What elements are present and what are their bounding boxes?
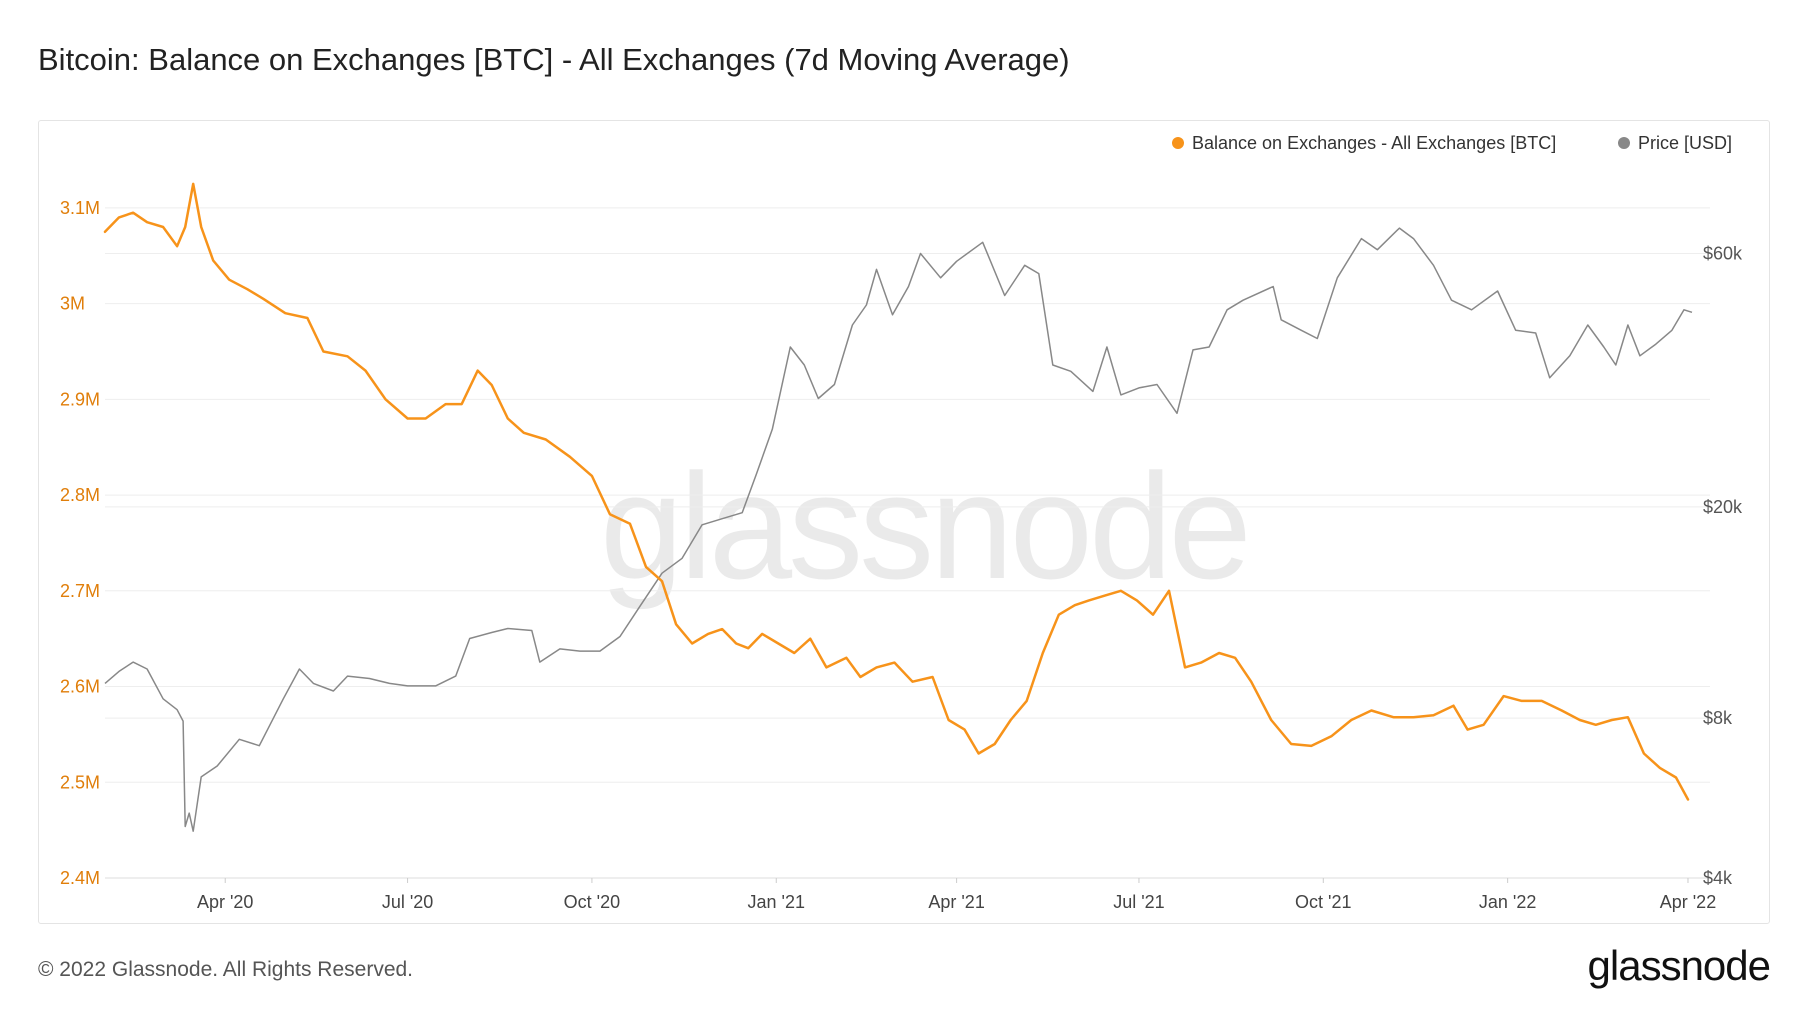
legend-marker-price xyxy=(1618,137,1630,149)
legend-label-price: Price [USD] xyxy=(1638,133,1732,153)
y-left-tick-label: 2.5M xyxy=(60,772,100,792)
balance-series-line xyxy=(103,182,1690,801)
y-right-tick-label: $8k xyxy=(1703,708,1733,728)
x-tick-label: Jan '22 xyxy=(1479,892,1536,912)
y-left-tick-label: 3.1M xyxy=(60,198,100,218)
y-left-tick-label: 2.4M xyxy=(60,868,100,888)
x-tick-label: Apr '20 xyxy=(197,892,253,912)
x-tick-label: Jan '21 xyxy=(748,892,805,912)
y-left-tick-label: 2.8M xyxy=(60,485,100,505)
x-tick-label: Apr '22 xyxy=(1660,892,1716,912)
price-series-line xyxy=(104,227,1693,832)
y-right-tick-label: $60k xyxy=(1703,244,1743,264)
y-right-tick-label: $4k xyxy=(1703,868,1733,888)
y-left-tick-label: 2.7M xyxy=(60,581,100,601)
legend-marker-balance xyxy=(1172,137,1184,149)
y-left-tick-label: 3M xyxy=(60,294,85,314)
x-tick-label: Apr '21 xyxy=(928,892,984,912)
copyright-text: © 2022 Glassnode. All Rights Reserved. xyxy=(38,958,414,981)
y-left-tick-label: 2.9M xyxy=(60,389,100,409)
x-tick-label: Oct '21 xyxy=(1295,892,1351,912)
x-tick-label: Jul '20 xyxy=(382,892,433,912)
legend-label-balance: Balance on Exchanges - All Exchanges [BT… xyxy=(1192,133,1556,153)
x-tick-label: Oct '20 xyxy=(564,892,620,912)
y-left-tick-label: 2.6M xyxy=(60,677,100,697)
glassnode-logo[interactable]: glassnode xyxy=(1587,942,1771,989)
x-tick-label: Jul '21 xyxy=(1113,892,1164,912)
y-right-tick-label: $20k xyxy=(1703,497,1743,517)
chart-title: Bitcoin: Balance on Exchanges [BTC] - Al… xyxy=(38,42,1070,77)
